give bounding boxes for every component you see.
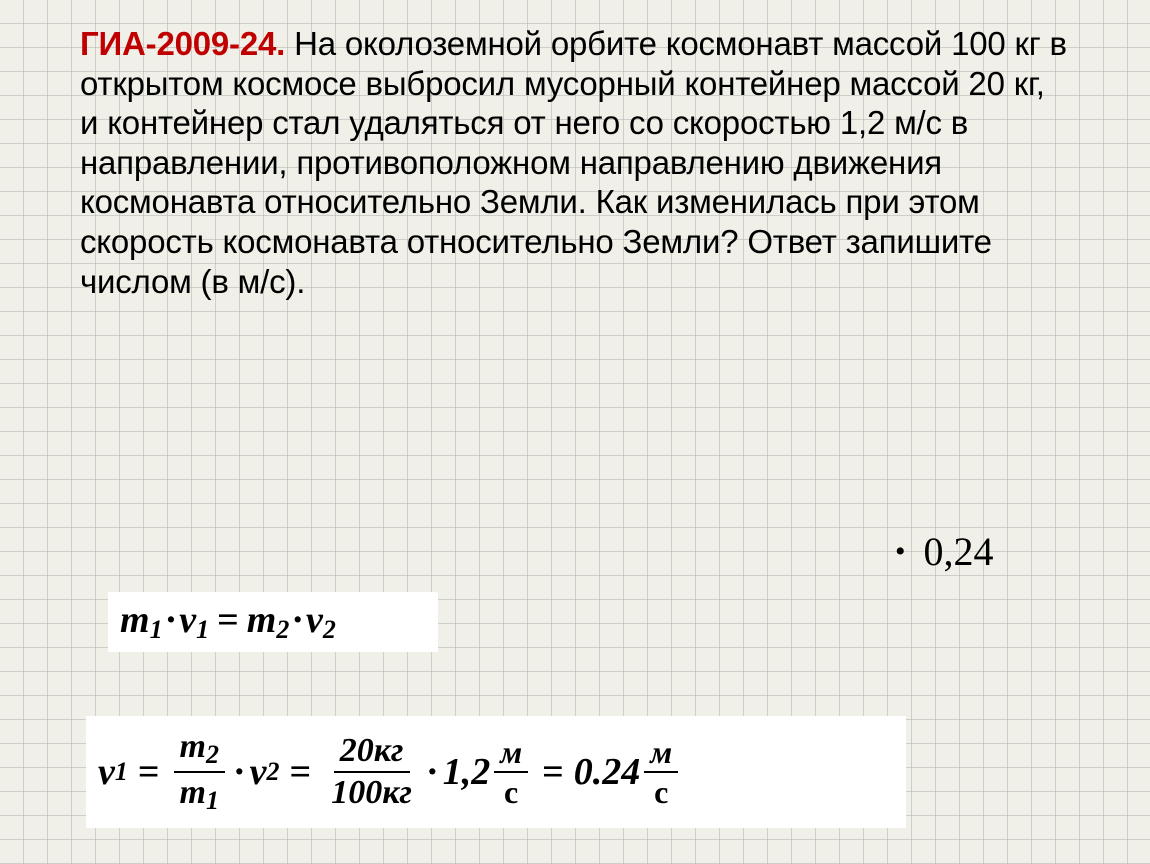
formula-velocity-solution: v1 = m2 m1 · v2 = 20кг 100кг · 1,2 м с =… [86, 716, 906, 828]
page-content: ГИА-2009-24. На околоземной орбите космо… [80, 24, 1070, 301]
f2-eq3: = [542, 750, 564, 794]
f2-v1: v [98, 750, 115, 794]
f2-mv-den: 100кг [325, 773, 418, 810]
f2-result: 0.24 [574, 750, 641, 794]
f1-v2-sub: 2 [323, 615, 336, 644]
f2-mr-num: m2 [174, 730, 225, 773]
f2-mr-den: m1 [174, 773, 225, 814]
f1-m1: m [120, 599, 150, 641]
f1-v1-sub: 1 [196, 615, 209, 644]
f2-v2-sub: 2 [267, 757, 280, 787]
f2-v1-sub: 1 [115, 757, 128, 787]
f2-unit2: м с [644, 736, 678, 808]
f1-v1: v [179, 599, 196, 641]
f2-mass-ratio: m2 m1 [174, 730, 225, 814]
answer-value: 0,24 [924, 529, 994, 574]
f2-mv-num: 20кг [334, 734, 410, 773]
f2-u1-den: с [498, 773, 524, 808]
answer-block: • 0,24 [895, 528, 994, 575]
f2-u1-num: м [494, 736, 528, 773]
f2-u2-den: с [648, 773, 674, 808]
problem-label: ГИА-2009-24. [80, 25, 285, 62]
f1-v2: v [306, 599, 323, 641]
f2-dot1: · [233, 750, 246, 794]
f2-mass-values: 20кг 100кг [325, 734, 418, 810]
f1-dot1: · [165, 599, 178, 641]
f2-eq1: = [138, 750, 160, 794]
f1-dot2: · [291, 599, 304, 641]
f2-u2-num: м [644, 736, 678, 773]
f1-m2-sub: 2 [276, 615, 289, 644]
f2-speed-value: 1,2 [443, 750, 491, 794]
f1-eq: = [217, 599, 239, 641]
problem-text: ГИА-2009-24. На околоземной орбите космо… [80, 24, 1070, 301]
f2-v2: v [250, 750, 267, 794]
f1-m2: m [247, 599, 277, 641]
f2-dot2: · [426, 750, 439, 794]
formula-momentum-conservation: m1·v1=m2·v2 [108, 592, 438, 652]
f1-m1-sub: 1 [150, 615, 163, 644]
f2-unit1: м с [494, 736, 528, 808]
f2-eq2: = [290, 750, 312, 794]
bullet-icon: • [895, 535, 906, 568]
problem-body: На околоземной орбите космонавт массой 1… [80, 25, 1067, 300]
